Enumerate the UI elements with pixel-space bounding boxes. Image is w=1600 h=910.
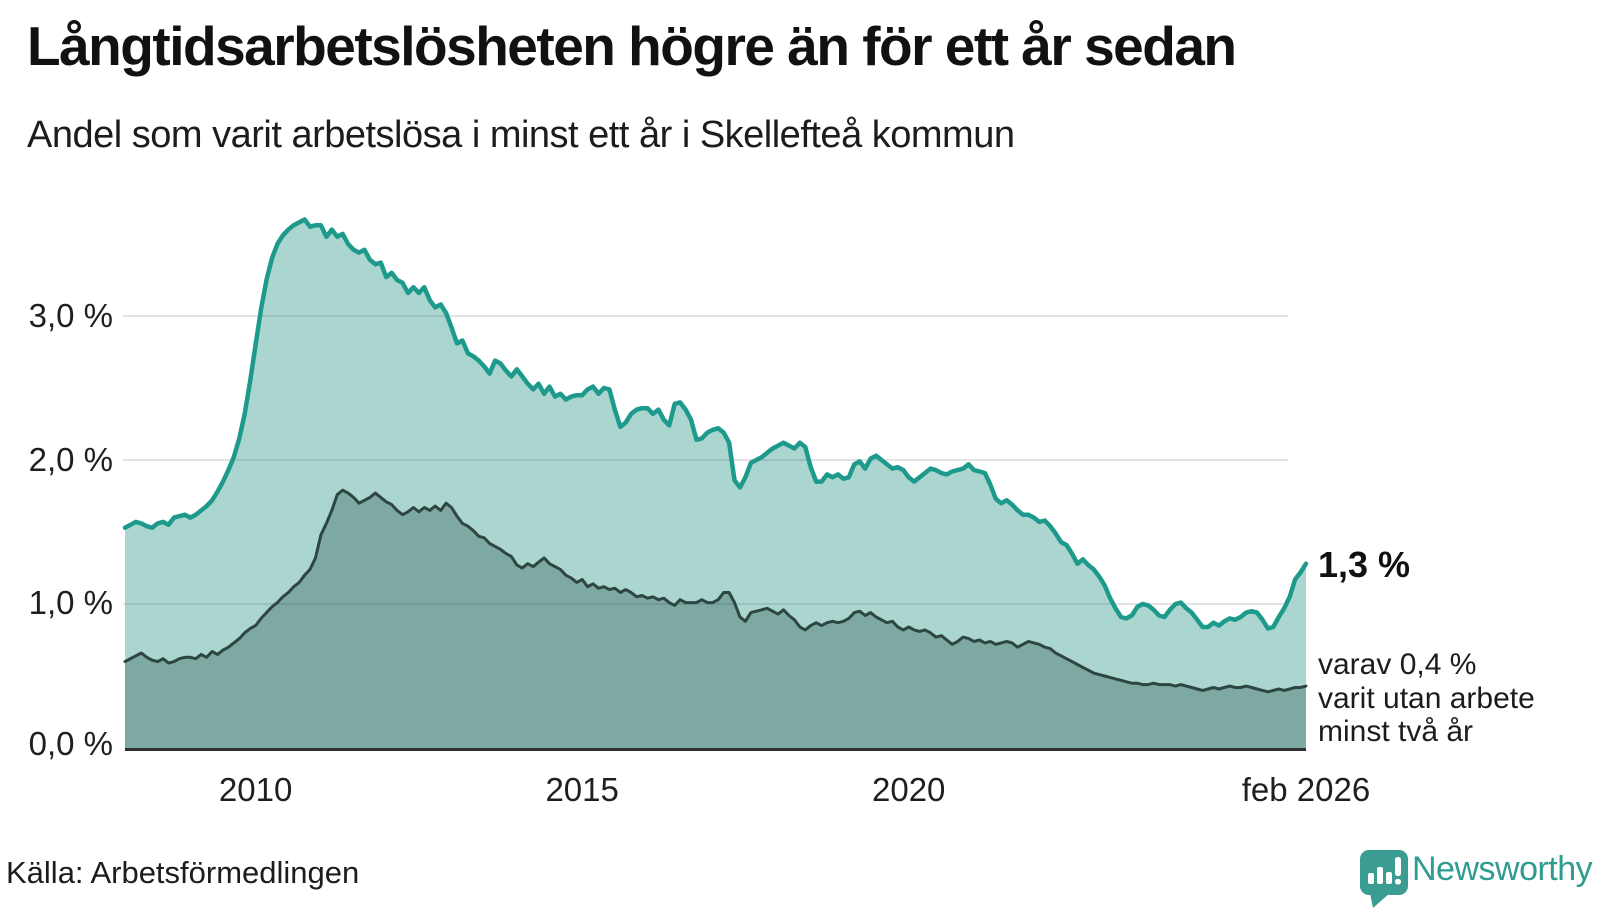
- y-axis-tick-label: 1,0 %: [28, 584, 113, 621]
- two-year-share-annotation: varav 0,4 % varit utan arbete minst två …: [1318, 648, 1535, 749]
- series-line-two-years: [123, 488, 1308, 694]
- series-line-one-year: [122, 217, 1309, 631]
- x-axis-tick-label: feb 2026: [1241, 771, 1371, 808]
- logo-text: Newsworthy: [1412, 850, 1593, 888]
- x-axis-tick-label: 2015: [545, 771, 619, 808]
- newsworthy-logo: Newsworthy: [1358, 846, 1600, 908]
- series-area-two-years: [125, 490, 1306, 748]
- y-axis-tick-label: 0,0 %: [28, 725, 113, 762]
- chart-subtitle: Andel som varit arbetslösa i minst ett å…: [27, 114, 1015, 156]
- source-note: Källa: Arbetsförmedlingen: [6, 855, 360, 890]
- newsworthy-logo-icon: [1360, 850, 1408, 908]
- annotation-line: varav 0,4 %: [1318, 648, 1477, 681]
- annotation-line: varit utan arbete: [1318, 681, 1535, 715]
- chart-title: Långtidsarbetslösheten högre än för ett …: [27, 15, 1237, 77]
- y-axis-tick-label: 2,0 %: [28, 441, 113, 478]
- y-axis-tick-label: 3,0 %: [28, 297, 113, 334]
- x-axis-tick-label: 2020: [871, 771, 946, 808]
- latest-value-annotation: 1,3 %: [1318, 544, 1411, 585]
- annotation-line: minst två år: [1318, 715, 1474, 748]
- gridlines: [123, 315, 1288, 605]
- x-axis-tick-label: 2010: [218, 771, 293, 808]
